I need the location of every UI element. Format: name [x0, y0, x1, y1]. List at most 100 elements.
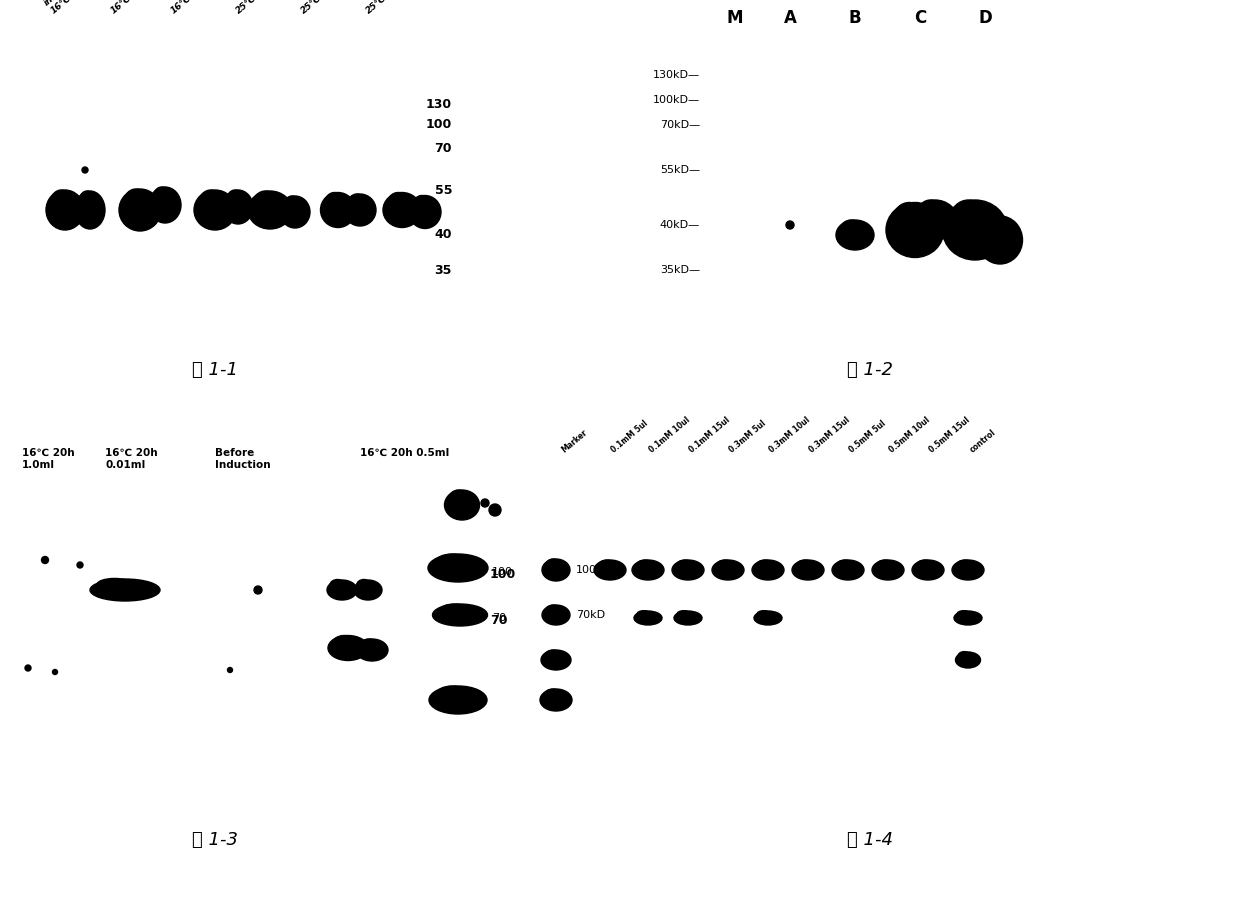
Ellipse shape	[836, 560, 854, 572]
Ellipse shape	[449, 490, 468, 508]
Text: 0.1mM 5ul: 0.1mM 5ul	[610, 419, 650, 455]
Ellipse shape	[264, 207, 284, 225]
Ellipse shape	[954, 611, 983, 625]
Text: 70: 70	[492, 613, 506, 623]
Text: 100kD: 100kD	[576, 565, 612, 575]
Ellipse shape	[674, 611, 703, 625]
Ellipse shape	[551, 613, 565, 623]
Ellipse shape	[923, 568, 938, 578]
Text: 25℃20h: 25℃20h	[299, 0, 337, 15]
Ellipse shape	[432, 604, 487, 626]
Ellipse shape	[160, 201, 175, 219]
Text: 16℃ 20h
0.01ml: 16℃ 20h 0.01ml	[105, 448, 157, 470]
Ellipse shape	[803, 568, 818, 578]
Text: 16℃24h: 16℃24h	[170, 0, 207, 15]
Ellipse shape	[489, 504, 501, 516]
Ellipse shape	[978, 216, 1022, 264]
Ellipse shape	[223, 190, 253, 224]
Ellipse shape	[606, 568, 620, 578]
Ellipse shape	[545, 605, 561, 617]
Ellipse shape	[872, 560, 904, 580]
Ellipse shape	[752, 560, 784, 580]
Text: 0.1mM 10ul: 0.1mM 10ul	[648, 416, 693, 455]
Ellipse shape	[344, 194, 375, 226]
Ellipse shape	[964, 568, 978, 578]
Text: 70: 70	[489, 613, 508, 627]
Text: 35kD—: 35kD—	[660, 265, 700, 275]
Ellipse shape	[119, 189, 161, 231]
Ellipse shape	[280, 196, 310, 228]
Ellipse shape	[841, 220, 861, 238]
Ellipse shape	[850, 232, 866, 247]
Ellipse shape	[79, 191, 95, 214]
Ellipse shape	[912, 200, 958, 240]
Text: 16℃20h: 16℃20h	[109, 0, 147, 15]
Ellipse shape	[950, 200, 986, 236]
Ellipse shape	[450, 697, 476, 711]
Ellipse shape	[551, 698, 566, 709]
Text: 70kD: 70kD	[576, 610, 605, 620]
Ellipse shape	[893, 203, 926, 235]
Text: 0.3mM 10ul: 0.3mM 10ul	[768, 416, 813, 455]
Ellipse shape	[396, 207, 414, 224]
Ellipse shape	[593, 560, 626, 580]
Text: 130kD—: 130kD—	[653, 70, 700, 80]
Ellipse shape	[952, 560, 984, 580]
Ellipse shape	[918, 200, 943, 224]
Text: 图 1-2: 图 1-2	[847, 361, 893, 379]
Text: A: A	[783, 9, 797, 27]
Ellipse shape	[551, 658, 565, 668]
Ellipse shape	[361, 639, 378, 652]
Ellipse shape	[755, 611, 782, 625]
Text: 图 1-4: 图 1-4	[847, 831, 893, 849]
Ellipse shape	[965, 224, 995, 254]
Ellipse shape	[481, 499, 489, 507]
Ellipse shape	[957, 560, 974, 572]
Ellipse shape	[457, 502, 472, 517]
Ellipse shape	[440, 604, 470, 617]
Ellipse shape	[76, 191, 105, 229]
Ellipse shape	[254, 586, 261, 594]
Text: Before
Induction: Before Induction	[216, 448, 270, 470]
Text: 25℃12h: 25℃12h	[364, 0, 403, 15]
Ellipse shape	[643, 568, 658, 578]
Ellipse shape	[149, 187, 181, 223]
Ellipse shape	[457, 697, 463, 703]
Ellipse shape	[907, 224, 933, 252]
Ellipse shape	[912, 560, 944, 580]
Ellipse shape	[833, 560, 864, 580]
Ellipse shape	[77, 562, 83, 568]
Ellipse shape	[598, 560, 616, 572]
Ellipse shape	[325, 192, 344, 214]
Ellipse shape	[676, 611, 691, 619]
Text: 55: 55	[435, 183, 452, 197]
Ellipse shape	[333, 636, 356, 650]
Text: D: D	[978, 9, 992, 27]
Ellipse shape	[46, 190, 84, 230]
Ellipse shape	[209, 206, 228, 226]
Ellipse shape	[541, 650, 571, 670]
Ellipse shape	[97, 578, 133, 591]
Ellipse shape	[413, 196, 431, 216]
Ellipse shape	[672, 560, 704, 580]
Ellipse shape	[551, 568, 565, 579]
Text: B: B	[849, 9, 861, 27]
Ellipse shape	[836, 220, 873, 250]
Ellipse shape	[943, 200, 1007, 260]
Ellipse shape	[632, 560, 664, 580]
Ellipse shape	[757, 611, 771, 619]
Ellipse shape	[284, 196, 300, 216]
Ellipse shape	[152, 187, 171, 208]
Ellipse shape	[234, 204, 247, 221]
Ellipse shape	[427, 554, 488, 582]
Text: 25℃24h: 25℃24h	[234, 0, 273, 15]
Ellipse shape	[436, 686, 468, 703]
Text: 图 1-1: 图 1-1	[192, 361, 238, 379]
Ellipse shape	[957, 611, 971, 619]
Ellipse shape	[90, 579, 160, 601]
Ellipse shape	[348, 194, 366, 213]
Ellipse shape	[676, 560, 694, 572]
Text: 0.3mM 5ul: 0.3mM 5ul	[729, 419, 768, 455]
Text: 100: 100	[489, 568, 517, 582]
Ellipse shape	[958, 652, 970, 660]
